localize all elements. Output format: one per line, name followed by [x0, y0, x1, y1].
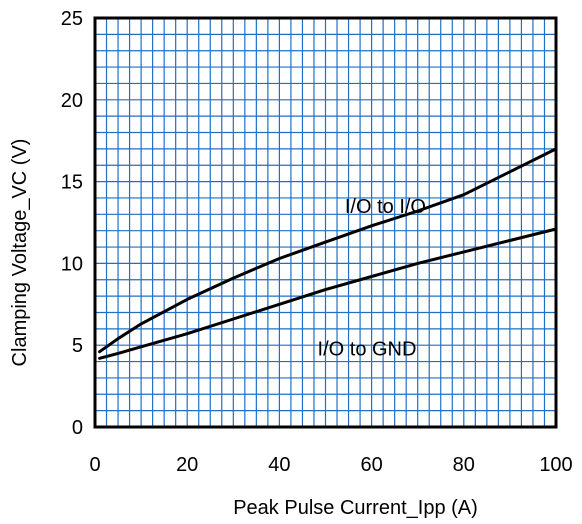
y-tick-label: 5	[72, 335, 83, 357]
x-tick-label: 40	[268, 454, 290, 476]
series-line-2	[98, 227, 558, 360]
plot-area-border	[93, 16, 558, 429]
y-axis-tick-labels: 0 5 10 15 20 25	[61, 8, 83, 439]
series-annotations: I/O to I/O I/O to GND	[318, 196, 426, 360]
x-axis-tick-labels: 0 20 40 60 80 100	[89, 454, 572, 476]
x-tick-label: 60	[360, 454, 382, 476]
y-tick-label: 25	[61, 8, 83, 30]
x-tick-label: 80	[453, 454, 475, 476]
x-tick-label: 20	[176, 454, 198, 476]
series-annotation: I/O to GND	[318, 338, 417, 360]
series-line-1	[98, 147, 558, 354]
x-tick-label: 0	[89, 454, 100, 476]
series-lines	[98, 147, 558, 360]
y-tick-label: 20	[61, 90, 83, 112]
series-annotation: I/O to I/O	[345, 196, 426, 218]
y-tick-label: 15	[61, 172, 83, 194]
y-tick-label: 0	[72, 417, 83, 439]
y-tick-label: 10	[61, 253, 83, 275]
x-axis-title: Peak Pulse Current_Ipp (A)	[233, 497, 478, 519]
grid-lines	[95, 18, 556, 427]
y-axis-title: Clamping Voltage_VC (V)	[9, 139, 31, 367]
x-tick-label: 100	[539, 454, 572, 476]
